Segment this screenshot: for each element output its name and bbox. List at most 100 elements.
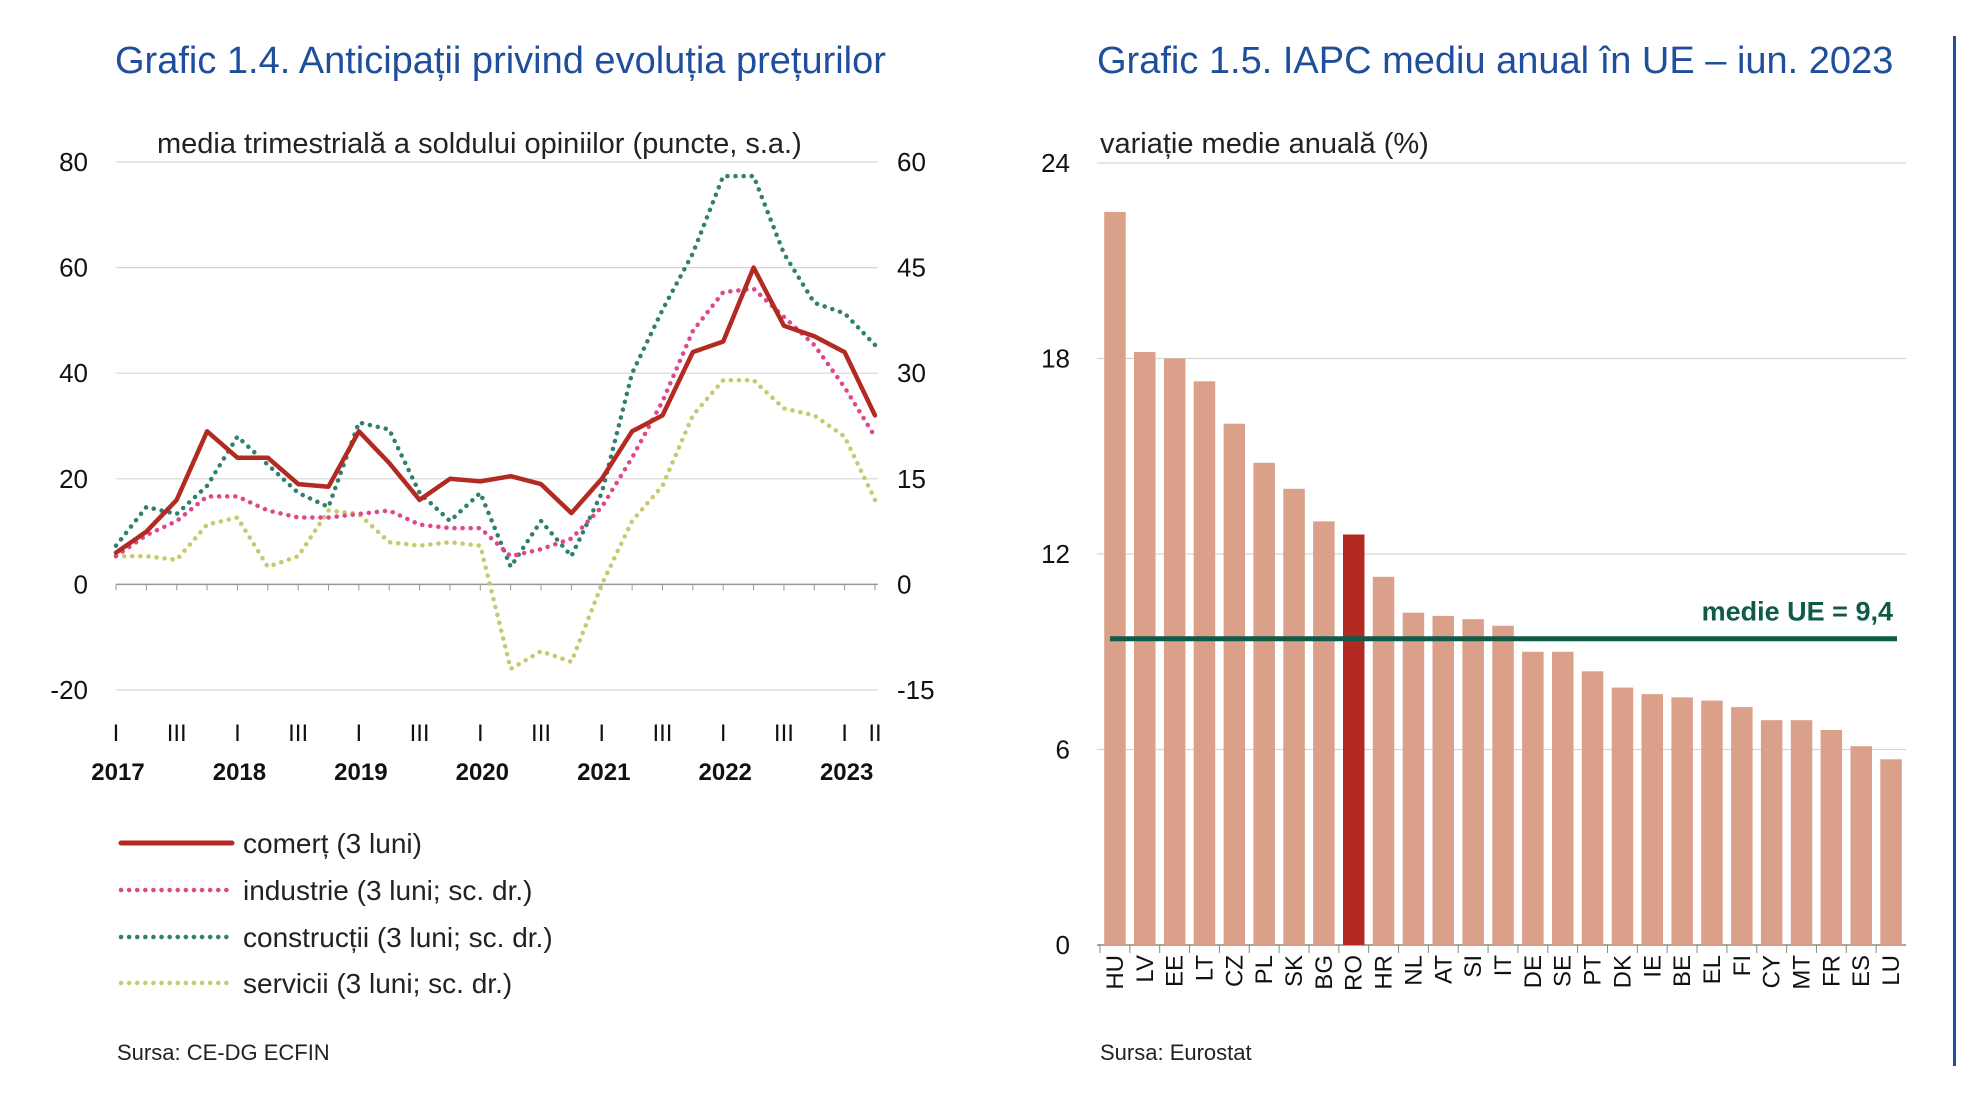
x-quarter-label: I: [356, 720, 363, 747]
x-year-label: 2021: [577, 759, 630, 786]
x-category-label: FI: [1729, 955, 1756, 976]
y-left-tick-label: 0: [74, 569, 88, 599]
y-right-tick-label: -15: [897, 675, 935, 705]
y-left-tick-label: 80: [59, 147, 88, 177]
bar-lu: [1880, 759, 1902, 945]
bar-mt: [1790, 720, 1813, 945]
right-chart-title: Grafic 1.5. IAPC mediu anual în UE – iun…: [1097, 40, 1894, 82]
x-category-label: AT: [1430, 955, 1457, 984]
right-chart-subtitle: variație medie anuală (%): [1100, 128, 1429, 160]
y-right-tick-label: 15: [897, 464, 926, 494]
bar-nl: [1402, 612, 1425, 945]
bar-cy: [1760, 720, 1783, 945]
x-quarter-label: I: [598, 720, 605, 747]
x-category-label: HR: [1371, 955, 1398, 990]
x-category-label: SE: [1550, 955, 1577, 987]
x-category-label: EL: [1699, 955, 1726, 984]
x-quarter-label: III: [774, 720, 794, 747]
x-year-label: 2020: [456, 759, 509, 786]
x-year-label: 2023: [820, 759, 873, 786]
y-right-tick-label: 0: [897, 569, 911, 599]
bar-at: [1432, 615, 1454, 945]
y-tick-label: 18: [1041, 344, 1070, 374]
series-line-servicii: [113, 377, 878, 672]
bar-sk: [1283, 488, 1305, 945]
bar-cz: [1223, 423, 1246, 945]
bar-be: [1671, 697, 1693, 945]
x-quarter-label: III: [652, 720, 672, 747]
y-left-tick-label: 20: [59, 464, 88, 494]
x-year-label: 2022: [699, 759, 752, 786]
bar-ro: [1343, 534, 1365, 945]
right-border-rule: [1953, 36, 1956, 1066]
x-category-label: MT: [1789, 955, 1816, 990]
x-category-label: LT: [1192, 955, 1219, 982]
x-quarter-label: I: [720, 720, 727, 747]
left-chart-title: Grafic 1.4. Anticipații privind evoluția…: [115, 40, 886, 82]
x-category-label: HU: [1102, 955, 1129, 990]
y-left-tick-label: 40: [59, 358, 88, 388]
x-quarter-label: III: [167, 720, 187, 747]
legend-label: servicii (3 luni; sc. dr.): [243, 968, 512, 999]
bar-hr: [1372, 576, 1395, 945]
x-category-label: DK: [1609, 955, 1636, 988]
eu-average-label: medie UE = 9,4: [1702, 597, 1893, 627]
x-year-label: 2019: [334, 759, 387, 786]
bar-ie: [1641, 694, 1663, 945]
bar-lv: [1134, 352, 1156, 945]
bar-si: [1462, 619, 1484, 945]
x-quarter-label: I: [113, 720, 120, 747]
legend-label: industrie (3 luni; sc. dr.): [243, 875, 532, 906]
series-line-comert: [113, 265, 878, 555]
x-category-label: DE: [1520, 955, 1547, 988]
right-chart-source: Sursa: Eurostat: [1100, 1040, 1252, 1065]
y-left-tick-label: 60: [59, 253, 88, 283]
y-tick-label: 0: [1056, 930, 1070, 960]
y-tick-label: 6: [1056, 735, 1070, 765]
x-category-label: ES: [1848, 955, 1875, 987]
x-category-label: BG: [1311, 955, 1338, 990]
x-category-label: BE: [1669, 955, 1696, 987]
x-category-label: IT: [1490, 955, 1517, 977]
bar-bg: [1313, 521, 1335, 945]
bar-ee: [1163, 358, 1186, 945]
y-left-tick-label: -20: [50, 675, 88, 705]
bar-pt: [1581, 671, 1604, 945]
x-quarter-label: III: [531, 720, 551, 747]
x-category-label: FR: [1818, 955, 1845, 987]
left-chart-subtitle: media trimestrială a soldului opiniilor …: [157, 128, 802, 160]
series-line-constructii: [113, 173, 878, 570]
bar-chart: 24 18 12 6 0 HU LV EE LT CZ PL SK BG RO HR NL AT SI IT DE SE…: [1041, 148, 1906, 991]
series-line-industrie: [113, 286, 878, 559]
bar-de: [1522, 651, 1544, 946]
bar-dk: [1611, 687, 1634, 945]
x-year-label: 2018: [213, 759, 266, 786]
x-category-label: NL: [1400, 955, 1427, 986]
bar-hu: [1104, 211, 1126, 945]
legend-label: comerț (3 luni): [243, 828, 422, 859]
bar-se: [1552, 651, 1574, 946]
bar-fi: [1731, 707, 1753, 945]
legend-label: construcții (3 luni; sc. dr.): [243, 922, 553, 953]
x-category-label: CZ: [1221, 955, 1248, 987]
x-category-label: PT: [1580, 955, 1607, 986]
x-year-label: 2017: [91, 759, 144, 786]
bar-it: [1492, 625, 1514, 945]
x-category-label: EE: [1162, 955, 1189, 987]
x-category-label: RO: [1341, 955, 1368, 991]
x-quarter-label: III: [288, 720, 308, 747]
left-chart-source: Sursa: CE-DG ECFIN: [117, 1040, 330, 1065]
x-category-label: SK: [1281, 955, 1308, 987]
x-category-label: SI: [1460, 955, 1487, 978]
x-quarter-label: I: [234, 720, 241, 747]
bar-fr: [1820, 730, 1843, 945]
x-category-label: PL: [1251, 955, 1278, 984]
y-right-tick-label: 60: [897, 147, 926, 177]
y-tick-label: 24: [1041, 148, 1070, 178]
bar-el: [1701, 700, 1723, 945]
x-category-label: IE: [1639, 955, 1666, 978]
x-quarter-label: III: [410, 720, 430, 747]
x-quarter-label: II: [868, 720, 881, 747]
bar-es: [1850, 746, 1872, 945]
